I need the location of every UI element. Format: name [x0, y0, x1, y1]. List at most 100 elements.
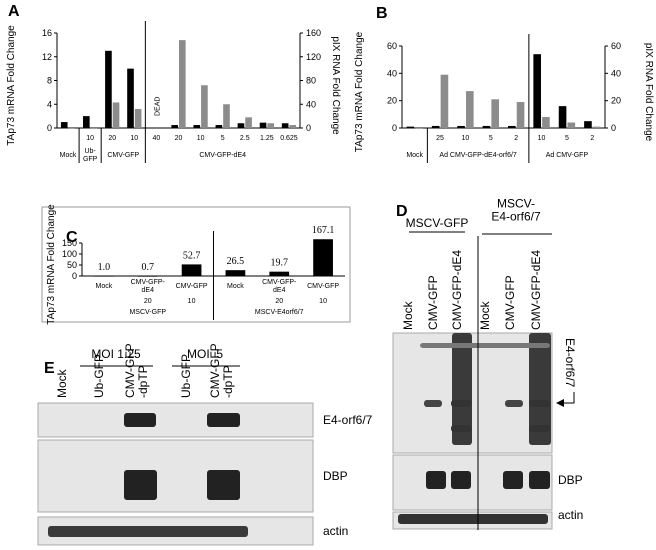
blot-band	[451, 400, 471, 407]
lane-label: Ub-GFP	[179, 354, 193, 398]
bar	[94, 275, 114, 277]
bar	[542, 117, 550, 128]
y2-tick-label: 120	[306, 52, 321, 62]
x-tick-label: 10	[197, 135, 205, 142]
lane-label: CMV-GFP	[426, 275, 440, 330]
bar	[201, 85, 208, 128]
moi-label: 20	[275, 298, 283, 305]
blot-membrane	[37, 439, 314, 513]
y-tick-label: 60	[387, 41, 397, 51]
text-line: CMV-GFP-	[131, 279, 166, 286]
blot-header: MOI 1.25	[91, 347, 141, 361]
blot-header: MOI 5	[187, 347, 223, 361]
blot-band	[529, 333, 551, 445]
moi-label: 10	[319, 298, 327, 305]
bar	[431, 125, 440, 128]
blot-band	[426, 471, 446, 489]
y-tick-label: 8	[47, 76, 52, 86]
y-tick-label: 20	[387, 96, 397, 106]
x-tick-label: 2	[514, 135, 518, 142]
text-line: E4-orf6/7	[491, 210, 541, 224]
band-arrow	[556, 392, 575, 407]
value-label: 52.7	[183, 250, 201, 261]
x-tick-label: 1.25	[260, 135, 274, 142]
x-tick-label: CMV-GFP	[307, 283, 339, 290]
y2-tick-label: 0	[611, 123, 616, 133]
text-line: -dpTP	[136, 365, 150, 398]
bar	[457, 125, 465, 128]
blot-band	[505, 400, 523, 407]
lane-label: CMV-GFP-dE4	[450, 250, 464, 330]
blot-header: MSCV-E4-orf6/7	[491, 196, 541, 223]
x-tick-label: 40	[153, 135, 161, 142]
x-tick-label: 10	[462, 135, 470, 142]
lane-label: CMV-GFP	[503, 275, 517, 330]
blot-band	[451, 425, 471, 432]
y-tick-label: 100	[62, 249, 77, 259]
lane-label: CMV-GFP-dpTP	[123, 343, 150, 398]
blot-band	[452, 333, 472, 445]
y-tick-label: 40	[387, 68, 397, 78]
bar	[223, 104, 230, 128]
bar	[171, 125, 179, 128]
bar	[466, 91, 474, 128]
y2-tick-label: 40	[611, 68, 621, 78]
text-line: CMV-GFP	[208, 343, 222, 398]
bar	[482, 125, 491, 128]
blot-band	[503, 471, 523, 489]
y2-tick-label: 160	[306, 28, 321, 38]
text-line: dE4	[142, 287, 155, 294]
text-line: -dpTP	[221, 365, 235, 398]
blot-band	[398, 514, 548, 524]
x-tick-label: 25	[436, 135, 444, 142]
blot-membrane	[392, 454, 553, 511]
x-tick-label: 2.5	[240, 135, 250, 142]
y2-tick-label: 0	[306, 123, 311, 133]
group-label: MSCV-GFP	[129, 309, 166, 316]
y2-tick-label: 20	[611, 96, 621, 106]
x-tick-label: 2	[590, 135, 594, 142]
bar	[259, 122, 267, 128]
y-tick-label: 50	[67, 260, 77, 270]
text-line: MSCV-	[497, 196, 535, 210]
bar	[225, 270, 246, 276]
text-line: CMV-GFP	[123, 343, 137, 398]
group-label: Mock	[406, 152, 423, 159]
bar	[178, 40, 186, 128]
value-label: 19.7	[271, 258, 289, 269]
blot-band	[529, 471, 550, 489]
x-tick-label: 20	[175, 135, 183, 142]
blot-membrane	[37, 402, 314, 438]
bar	[134, 109, 142, 128]
blot-band	[124, 413, 156, 427]
group-label: CMV-GFP	[107, 152, 139, 159]
bar	[112, 102, 120, 128]
bar	[68, 128, 76, 129]
bar	[567, 122, 576, 128]
bar	[60, 122, 68, 128]
y-tick-label: 12	[42, 52, 52, 62]
group-label: Ad CMV-GFP	[546, 152, 589, 159]
blot-band	[424, 400, 442, 407]
bar	[215, 125, 223, 128]
value-label: 1.0	[98, 262, 111, 273]
blot-band	[420, 343, 550, 348]
bar	[193, 125, 201, 128]
bar	[267, 123, 274, 128]
row-label: DBP	[558, 473, 583, 487]
y-axis-title: TAp73 mRNA Fold Change	[6, 25, 17, 146]
text-line: Ub-	[84, 148, 96, 155]
y2-tick-label: 80	[306, 76, 316, 86]
panel-label: D	[396, 203, 408, 220]
bar	[289, 125, 297, 128]
bar	[237, 123, 245, 128]
y-tick-label: 4	[47, 99, 52, 109]
x-tick-label: CMV-GFP-dE4	[131, 279, 166, 294]
x-tick-label: CMV-GFP-dE4	[262, 279, 297, 294]
bar	[508, 125, 516, 128]
blot-band	[124, 470, 157, 500]
annotation: DEAD	[154, 97, 161, 116]
bar	[269, 271, 290, 276]
bar	[558, 106, 567, 128]
